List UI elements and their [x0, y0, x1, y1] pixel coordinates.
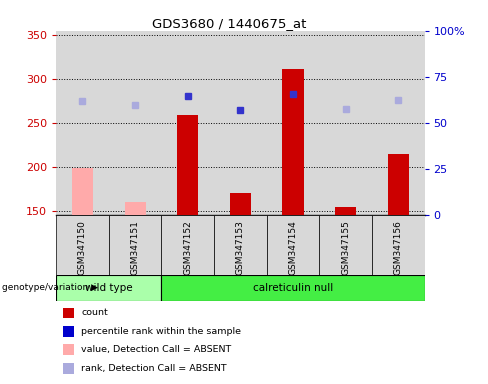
Text: calreticulin null: calreticulin null — [253, 283, 333, 293]
Bar — [56, 275, 162, 301]
Text: GSM347153: GSM347153 — [236, 220, 245, 275]
Bar — [319, 31, 372, 215]
Bar — [56, 215, 109, 275]
Bar — [177, 115, 198, 215]
Text: GDS3680 / 1440675_at: GDS3680 / 1440675_at — [152, 17, 306, 30]
Text: rank, Detection Call = ABSENT: rank, Detection Call = ABSENT — [81, 364, 227, 373]
Text: GSM347150: GSM347150 — [78, 220, 87, 275]
Bar — [319, 215, 372, 275]
Text: GSM347152: GSM347152 — [183, 220, 192, 275]
Bar — [56, 31, 109, 215]
Bar — [109, 31, 162, 215]
Text: value, Detection Call = ABSENT: value, Detection Call = ABSENT — [81, 345, 232, 354]
Bar — [162, 275, 425, 301]
Bar — [72, 168, 93, 215]
Bar — [283, 70, 304, 215]
Text: count: count — [81, 308, 108, 318]
Bar — [335, 207, 356, 215]
Text: GSM347155: GSM347155 — [341, 220, 350, 275]
Bar — [266, 215, 319, 275]
Bar — [109, 215, 162, 275]
Bar — [388, 154, 409, 215]
Bar — [372, 31, 425, 215]
Bar — [162, 31, 214, 215]
Text: GSM347156: GSM347156 — [394, 220, 403, 275]
Text: genotype/variation ▶: genotype/variation ▶ — [2, 283, 99, 293]
Text: percentile rank within the sample: percentile rank within the sample — [81, 327, 242, 336]
Text: GSM347151: GSM347151 — [131, 220, 140, 275]
Text: GSM347154: GSM347154 — [288, 220, 298, 275]
Bar — [124, 202, 145, 215]
Bar — [162, 215, 214, 275]
Bar — [214, 31, 266, 215]
Bar — [266, 31, 319, 215]
Bar — [230, 193, 251, 215]
Bar — [214, 215, 266, 275]
Text: wild type: wild type — [85, 283, 133, 293]
Bar — [372, 215, 425, 275]
